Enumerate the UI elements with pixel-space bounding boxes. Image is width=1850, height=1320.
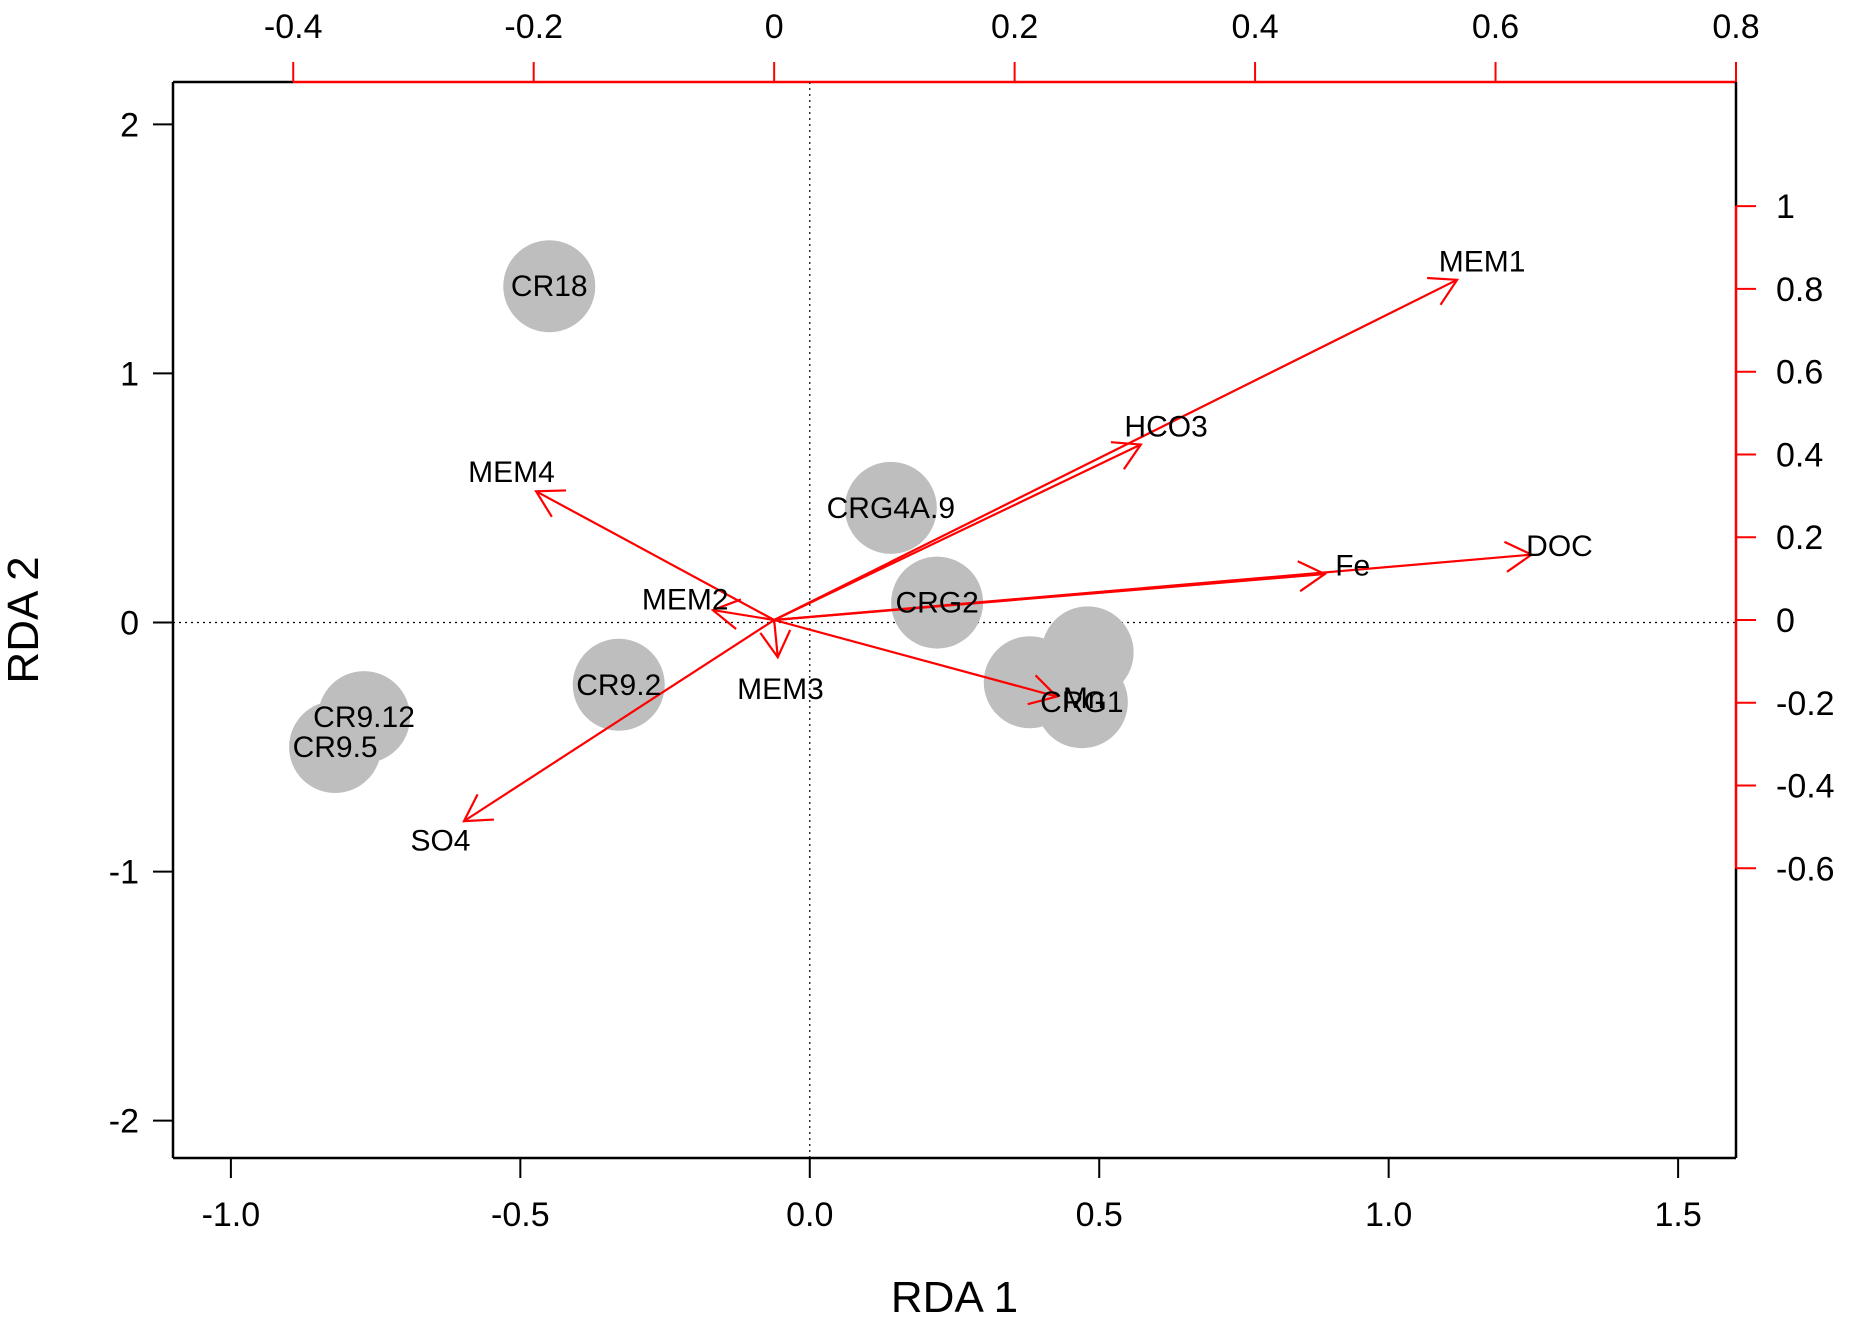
site-label: CRG2	[895, 587, 978, 620]
right-tick-label: -0.6	[1776, 850, 1835, 888]
top-tick-label: -0.2	[504, 8, 563, 46]
vector-arrowhead	[1427, 276, 1460, 306]
vector-shaft	[773, 443, 1142, 621]
vector-label: Mn	[1063, 682, 1105, 715]
vector-arrowhead	[1503, 540, 1534, 573]
vector-shaft	[773, 619, 779, 658]
x-tick-label: 0.0	[786, 1196, 833, 1234]
vector-arrowhead	[1027, 674, 1059, 706]
vector-arrow	[710, 598, 775, 630]
vector-shaft	[773, 618, 1057, 698]
right-tick-label: -0.4	[1776, 768, 1835, 806]
top-tick-label: 0	[765, 8, 784, 46]
top-tick-label: 0.4	[1231, 8, 1278, 46]
y-tick-label: 2	[120, 106, 139, 144]
site-label: CR9.12	[313, 701, 415, 734]
vector-label: MEM3	[737, 673, 824, 706]
x-tick-label: 1.0	[1365, 1196, 1412, 1234]
x-axis-title: RDA 1	[891, 1273, 1018, 1320]
vector-arrowhead	[710, 598, 742, 630]
vector-shaft	[712, 608, 775, 622]
site-label: CR9.5	[293, 731, 378, 764]
right-tick-label: 0.4	[1776, 436, 1823, 474]
vectors-layer	[462, 276, 1534, 823]
vector-label: SO4	[410, 824, 470, 857]
site-point	[891, 556, 984, 649]
vector-label: MEM1	[1439, 245, 1526, 278]
site-label: CR9.2	[576, 669, 661, 702]
vector-arrowhead	[1110, 441, 1143, 470]
top-tick-label: 0.6	[1472, 8, 1519, 46]
vector-label: DOC	[1526, 530, 1593, 563]
x-tick-label: -1.0	[202, 1196, 261, 1234]
vector-arrowhead	[462, 793, 494, 823]
vector-shaft	[535, 490, 775, 621]
x-tick-label: 1.5	[1654, 1196, 1701, 1234]
right-tick-label: 1	[1776, 188, 1795, 226]
y-axis-title: RDA 2	[0, 556, 48, 683]
vector-shaft	[774, 572, 1325, 622]
right-tick-label: 0.8	[1776, 271, 1823, 309]
vector-shaft	[463, 619, 775, 823]
vector-arrowhead	[759, 629, 792, 660]
right-tick-label: -0.2	[1776, 685, 1835, 723]
vector-arrow	[774, 560, 1328, 622]
vector-arrow	[534, 489, 775, 621]
vector-arrow	[773, 441, 1143, 621]
vector-label: MEM2	[642, 584, 729, 617]
y-tick-label: 1	[120, 355, 139, 393]
x-tick-label: -0.5	[491, 1196, 550, 1234]
y-tick-label: -1	[109, 854, 139, 892]
vector-arrow	[759, 619, 792, 660]
vector-label: Fe	[1335, 550, 1370, 583]
top-tick-label: 0.2	[991, 8, 1038, 46]
vector-arrowhead	[534, 489, 567, 518]
top-tick-label: -0.4	[264, 8, 323, 46]
site-point	[572, 638, 665, 731]
site-label: CRG4A.9	[827, 492, 955, 525]
site-point	[1035, 656, 1128, 749]
vector-shaft	[773, 278, 1458, 621]
vector-label: MEM4	[468, 456, 555, 489]
right-tick-label: 0.2	[1776, 519, 1823, 557]
y-tick-label: -2	[109, 1103, 139, 1141]
x-tick-label: 0.5	[1076, 1196, 1123, 1234]
top-tick-label: 0.8	[1712, 8, 1759, 46]
vector-arrowhead	[1297, 560, 1328, 593]
vector-arrow	[773, 276, 1460, 621]
axes-layer: -1.0 -0.5 0.0 0.5 1.0 1.5 -2 -1 0 1 2 -0.4 -0.2 0 0.2 0…	[0, 8, 1835, 1320]
site-point	[289, 701, 382, 794]
vector-arrow	[462, 619, 775, 823]
y-tick-label: 0	[120, 604, 139, 642]
vector-label: HCO3	[1124, 410, 1207, 443]
vector-arrow	[773, 618, 1059, 706]
site-points-layer	[289, 240, 1134, 794]
site-label: CR18	[511, 270, 588, 303]
right-tick-label: 0	[1776, 602, 1795, 640]
site-point	[503, 240, 596, 333]
site-label: CRG1	[1040, 686, 1123, 719]
right-tick-label: 0.6	[1776, 354, 1823, 392]
site-point	[844, 461, 937, 554]
